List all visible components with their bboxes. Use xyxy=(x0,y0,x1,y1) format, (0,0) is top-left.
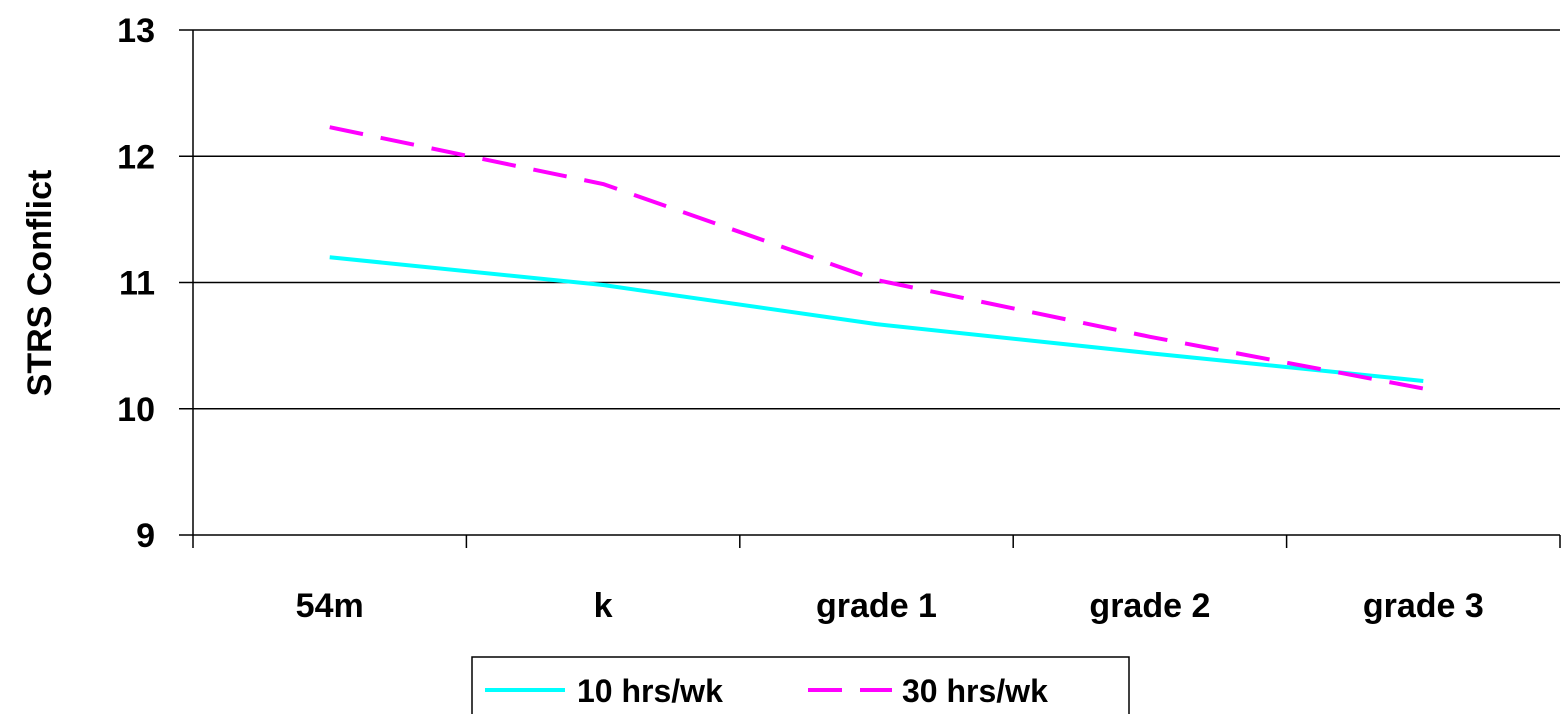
x-tick-label: 54m xyxy=(296,587,364,625)
series-lines xyxy=(329,125,1424,391)
y-tick-label: 10 xyxy=(117,391,155,429)
x-tick-label: grade 2 xyxy=(1089,587,1210,625)
y-tick-label: 12 xyxy=(117,138,155,176)
y-tick-label: 11 xyxy=(119,265,155,303)
legend: 10 hrs/wk 30 hrs/wk xyxy=(471,656,1130,714)
y-axis-title: STRS Conflict xyxy=(21,170,59,397)
x-tick-label: grade 3 xyxy=(1363,587,1484,625)
series-line-30-hrs xyxy=(329,125,1424,391)
x-tick-label: k xyxy=(594,587,613,625)
y-ticks: 9 10 11 12 13 xyxy=(117,12,193,555)
y-tick-label: 13 xyxy=(117,12,155,50)
legend-label-30-hrs: 30 hrs/wk xyxy=(902,673,1048,709)
y-tick-label: 9 xyxy=(136,517,155,555)
gridlines xyxy=(193,29,1560,410)
legend-label-10-hrs: 10 hrs/wk xyxy=(577,673,723,709)
x-ticks: 54m k grade 1 grade 2 grade 3 xyxy=(192,535,1561,625)
x-tick-label: grade 1 xyxy=(816,587,937,625)
series-line-10-hrs xyxy=(329,255,1424,383)
legend-box xyxy=(471,656,1130,714)
